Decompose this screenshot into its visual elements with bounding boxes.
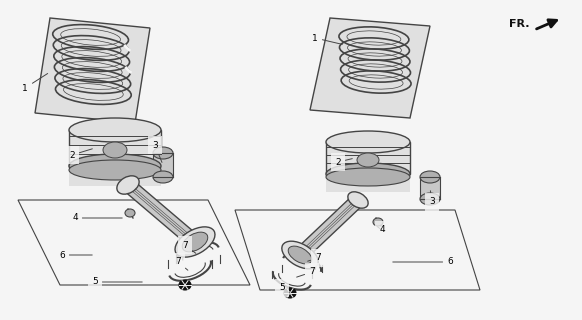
Ellipse shape xyxy=(182,232,208,252)
Ellipse shape xyxy=(420,171,440,183)
Polygon shape xyxy=(69,130,161,166)
Polygon shape xyxy=(69,166,161,186)
Ellipse shape xyxy=(153,147,173,159)
Polygon shape xyxy=(326,174,410,192)
Ellipse shape xyxy=(326,163,410,185)
Ellipse shape xyxy=(326,131,410,153)
Ellipse shape xyxy=(373,218,383,226)
Ellipse shape xyxy=(284,288,296,298)
Text: 6: 6 xyxy=(59,251,92,260)
Text: 3: 3 xyxy=(429,191,435,206)
Ellipse shape xyxy=(420,193,440,205)
Polygon shape xyxy=(35,18,150,123)
Ellipse shape xyxy=(288,246,312,264)
Ellipse shape xyxy=(348,192,368,208)
Text: 7: 7 xyxy=(308,253,321,262)
Text: FR.: FR. xyxy=(509,19,530,29)
Ellipse shape xyxy=(282,241,318,269)
Text: 2: 2 xyxy=(69,149,93,159)
Text: 7: 7 xyxy=(182,241,196,253)
Ellipse shape xyxy=(175,227,215,257)
Ellipse shape xyxy=(125,209,135,217)
Text: 5: 5 xyxy=(279,284,290,293)
Text: 2: 2 xyxy=(335,157,352,166)
Text: 3: 3 xyxy=(152,140,162,163)
Polygon shape xyxy=(153,153,173,177)
Text: 4: 4 xyxy=(377,226,385,235)
Ellipse shape xyxy=(69,118,161,142)
Polygon shape xyxy=(310,18,430,118)
Text: 1: 1 xyxy=(22,74,48,92)
Polygon shape xyxy=(326,142,410,174)
Text: 1: 1 xyxy=(312,34,342,44)
Ellipse shape xyxy=(69,160,161,180)
Ellipse shape xyxy=(117,176,139,194)
Text: 4: 4 xyxy=(72,213,122,222)
Polygon shape xyxy=(420,177,440,199)
Ellipse shape xyxy=(357,153,379,167)
Ellipse shape xyxy=(103,142,127,158)
Text: 7: 7 xyxy=(175,258,188,270)
Text: 7: 7 xyxy=(297,268,315,277)
Polygon shape xyxy=(295,195,363,260)
Ellipse shape xyxy=(153,171,173,183)
Ellipse shape xyxy=(179,280,191,290)
Text: 5: 5 xyxy=(92,277,142,286)
Ellipse shape xyxy=(69,154,161,178)
Text: 6: 6 xyxy=(393,258,453,267)
Polygon shape xyxy=(123,180,200,247)
Ellipse shape xyxy=(326,168,410,186)
